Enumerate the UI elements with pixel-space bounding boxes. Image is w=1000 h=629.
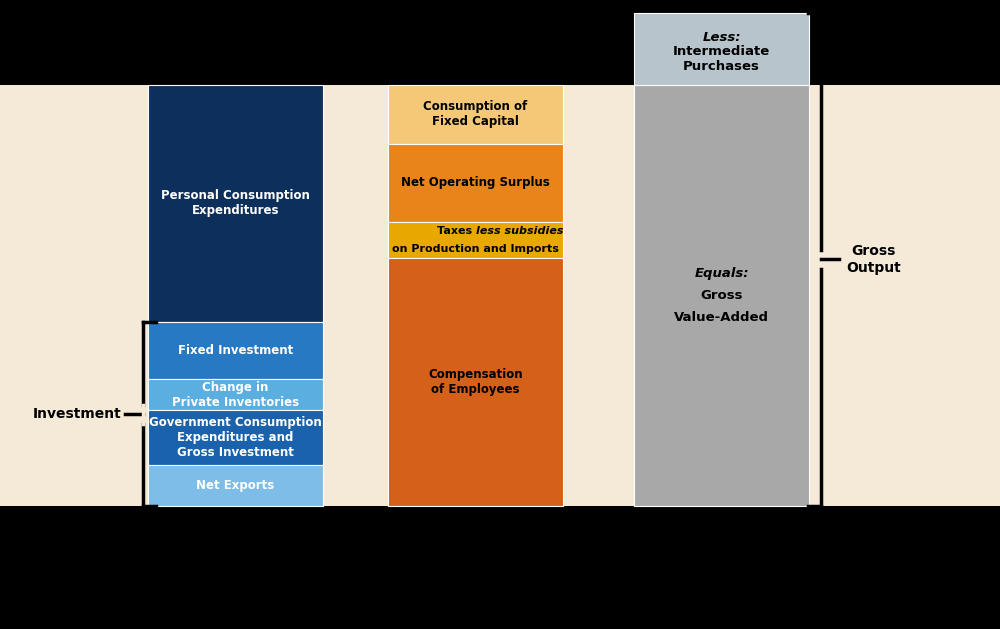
Text: Consumption of
Fixed Capital: Consumption of Fixed Capital	[423, 101, 528, 128]
Text: Compensation
of Employees: Compensation of Employees	[428, 368, 523, 396]
Text: less subsidies: less subsidies	[476, 226, 563, 236]
Bar	[148, 465, 323, 506]
Text: Gross
Output: Gross Output	[846, 244, 901, 275]
Bar	[634, 13, 809, 85]
Text: Value-Added: Value-Added	[674, 311, 769, 324]
Bar	[634, 85, 809, 506]
Bar	[388, 85, 563, 144]
Bar	[148, 379, 323, 411]
Bar	[148, 85, 323, 322]
Text: Intermediate: Intermediate	[673, 45, 770, 58]
Text: Fixed Investment: Fixed Investment	[178, 344, 293, 357]
Bar	[0, 506, 1000, 629]
Text: Taxes: Taxes	[437, 226, 476, 236]
Text: Investment: Investment	[32, 407, 121, 421]
Bar	[148, 322, 323, 379]
Bar	[388, 222, 563, 258]
Text: Net Exports: Net Exports	[196, 479, 275, 493]
Text: Government Consumption
Expenditures and
Gross Investment: Government Consumption Expenditures and …	[149, 416, 322, 459]
Text: Less:: Less:	[702, 31, 741, 44]
Text: Change in
Private Inventories: Change in Private Inventories	[172, 381, 299, 409]
Bar	[388, 144, 563, 222]
Text: Purchases: Purchases	[683, 60, 760, 73]
Text: Gross: Gross	[700, 289, 743, 302]
Text: Personal Consumption
Expenditures: Personal Consumption Expenditures	[161, 189, 310, 218]
Text: Equals:: Equals:	[694, 267, 749, 280]
Text: on Production and Imports: on Production and Imports	[392, 243, 559, 253]
Text: Net Operating Surplus: Net Operating Surplus	[401, 176, 550, 189]
Bar	[0, 0, 1000, 85]
Bar	[388, 258, 563, 506]
Bar	[148, 411, 323, 465]
